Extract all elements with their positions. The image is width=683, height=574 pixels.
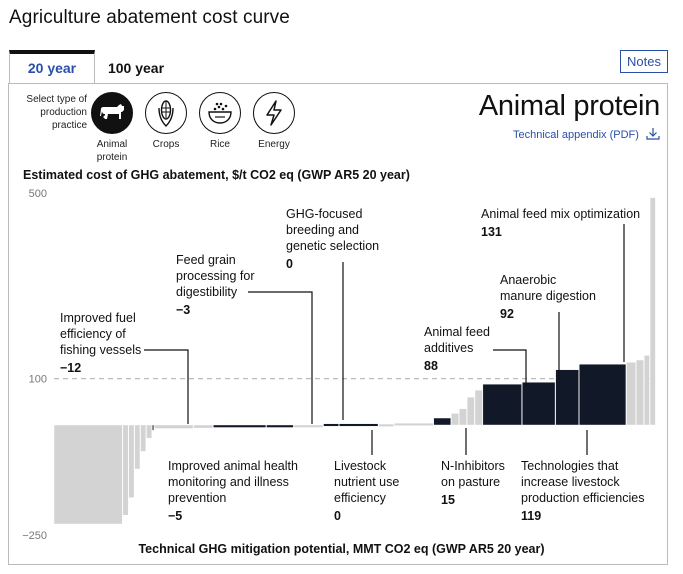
- annotation-label: on pasture: [441, 475, 500, 489]
- y-tick-label: 500: [29, 188, 47, 200]
- annotation-value: −5: [168, 509, 182, 523]
- corn-icon: [158, 100, 174, 127]
- cost-bar: [323, 423, 339, 427]
- cost-bar: [474, 390, 483, 426]
- cost-bar: [128, 424, 135, 498]
- annotation-label: additives: [424, 341, 473, 355]
- practice-select-label: Select type of production practice: [26, 94, 87, 131]
- horizon-tabs: 20 year 100 year: [8, 50, 668, 84]
- cost-bar: [53, 424, 123, 525]
- y-tick-label: −250: [22, 530, 47, 542]
- cost-bar: [433, 417, 451, 426]
- annotation-value: 131: [481, 225, 502, 239]
- cost-bar: [140, 424, 147, 452]
- cost-bar: [522, 382, 556, 426]
- cost-bar: [266, 424, 294, 428]
- annotation-label: Livestock: [334, 459, 387, 473]
- y-axis-title: Estimated cost of GHG abatement, $/t CO2…: [23, 168, 410, 182]
- tab-100-year[interactable]: 100 year: [107, 60, 165, 76]
- practice-label: Animal protein: [96, 139, 128, 163]
- cost-bar: [394, 422, 434, 426]
- leader-line: [248, 291, 313, 424]
- cost-bar: [649, 197, 656, 426]
- annotation-label: prevention: [168, 491, 226, 505]
- annotation-label: Technologies that: [521, 459, 619, 473]
- download-icon: [646, 128, 660, 140]
- annotation-value: 0: [286, 257, 293, 271]
- annotation-label: efficiency: [334, 491, 387, 505]
- annotation-label: Improved fuel: [60, 311, 136, 325]
- cost-bar: [193, 424, 213, 429]
- practice-label: Energy: [258, 139, 290, 150]
- cost-bar: [636, 359, 644, 426]
- practice-rice[interactable]: Rice: [196, 92, 244, 151]
- cost-bar: [293, 424, 324, 428]
- annotation-value: 0: [334, 509, 341, 523]
- annotation-label: genetic selection: [286, 239, 379, 253]
- cost-bar: [152, 424, 154, 431]
- annotation-label: breeding and: [286, 223, 359, 237]
- annotation-value: −3: [176, 303, 190, 317]
- annotation-label: nutrient use: [334, 475, 399, 489]
- notes-button[interactable]: Notes: [620, 50, 668, 73]
- annotation-label: digestibility: [176, 285, 238, 299]
- y-tick-label: 100: [29, 374, 47, 386]
- cow-icon: [100, 104, 124, 119]
- annotation-label: Feed grain: [176, 253, 236, 267]
- cost-bar: [378, 423, 394, 427]
- annotation-label: processing for: [176, 269, 255, 283]
- annotation-label: Animal feed mix optimization: [481, 207, 640, 221]
- annotation-label: Animal feed: [424, 325, 490, 339]
- x-axis-title: Technical GHG mitigation potential, MMT …: [138, 542, 545, 556]
- practice-label: Crops: [152, 139, 180, 150]
- lightning-icon: [266, 100, 282, 126]
- annotation-value: −12: [60, 361, 81, 375]
- annotation-label: monitoring and illness: [168, 475, 289, 489]
- annotation-label: N-Inhibitors: [441, 459, 505, 473]
- cost-bar: [579, 364, 627, 426]
- chart-panel: [8, 83, 668, 565]
- appendix-link-label: Technical appendix (PDF): [512, 129, 639, 141]
- cost-bar: [122, 424, 129, 516]
- technical-appendix-link[interactable]: Technical appendix (PDF): [513, 127, 660, 141]
- annotation-label: production efficiencies: [521, 491, 644, 505]
- cost-bar: [213, 424, 267, 428]
- annotation-label: Anaerobic: [500, 273, 556, 287]
- tab-20-year[interactable]: 20 year: [9, 50, 95, 84]
- cost-bar: [466, 396, 475, 426]
- cost-bar: [459, 408, 467, 426]
- rice-bowl-icon: [208, 102, 232, 124]
- cost-bar: [482, 383, 522, 426]
- annotation-label: efficiency of: [60, 327, 126, 341]
- annotation-value: 88: [424, 359, 438, 373]
- annotation-value: 92: [500, 307, 514, 321]
- leader-line: [144, 349, 189, 424]
- leader-line: [493, 349, 527, 386]
- annotation-label: GHG-focused: [286, 207, 362, 221]
- panel-title: Animal protein: [478, 90, 660, 122]
- cost-bar: [146, 424, 152, 439]
- cost-bar: [626, 362, 636, 426]
- cost-bar: [154, 424, 194, 429]
- cost-bar: [134, 424, 141, 470]
- practice-label: Rice: [209, 139, 230, 150]
- annotation-value: 15: [441, 493, 455, 507]
- annotation-label: increase livestock: [521, 475, 620, 489]
- annotation-label: manure digestion: [500, 289, 596, 303]
- annotation-label: fishing vessels: [60, 343, 141, 357]
- practice-animal-protein[interactable]: Animal protein: [88, 92, 136, 164]
- cost-bar: [451, 413, 459, 426]
- cost-bar: [643, 355, 650, 426]
- annotation-label: Improved animal health: [168, 459, 298, 473]
- cost-bar: [555, 369, 579, 426]
- cost-bar: [339, 423, 379, 427]
- annotation-value: 119: [521, 509, 541, 523]
- practice-energy[interactable]: Energy: [250, 92, 298, 151]
- practice-crops[interactable]: Crops: [142, 92, 190, 151]
- page-title: Agriculture abatement cost curve: [9, 7, 290, 28]
